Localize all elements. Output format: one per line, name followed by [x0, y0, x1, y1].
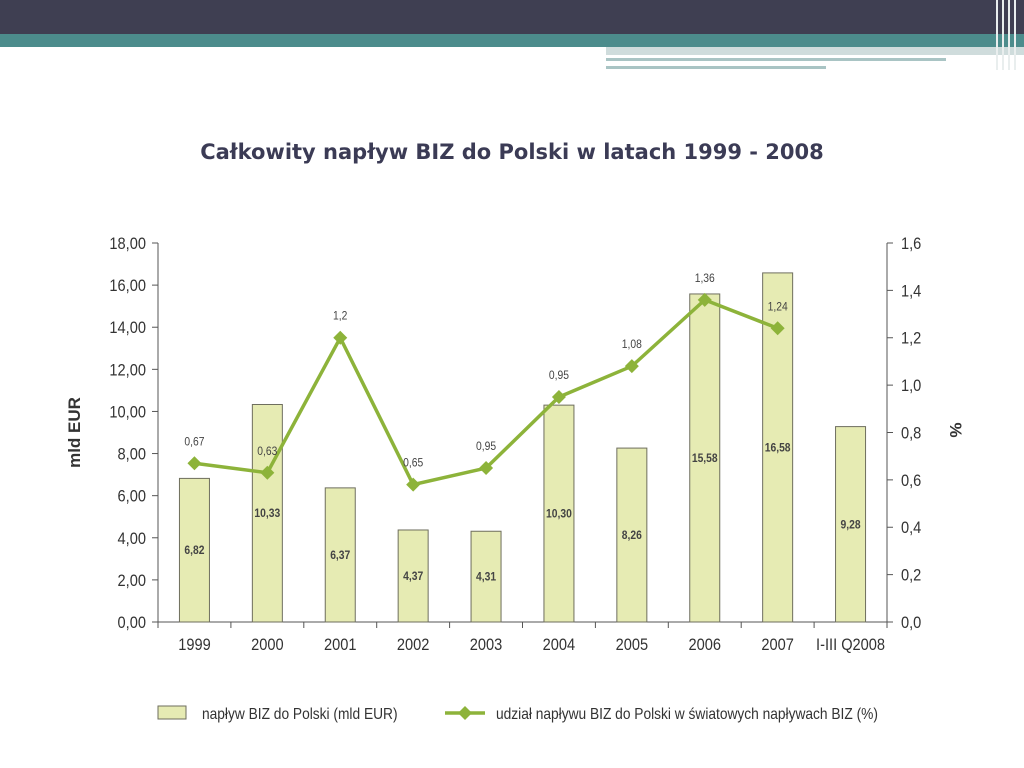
x-axis-tick-label: 2002 [397, 636, 430, 654]
bar-data-label: 6,82 [184, 545, 204, 558]
bar [397, 529, 429, 623]
line-data-label: 1,2 [333, 310, 347, 323]
line-data-label: 1,36 [695, 272, 715, 285]
bar-data-label: 6,37 [330, 549, 350, 562]
x-axis-tick-label: 2000 [251, 636, 284, 654]
x-axis-tick-label: 2005 [616, 636, 649, 654]
bar [178, 477, 210, 623]
slide-title: Całkowity napływ BIZ do Polski w latach … [200, 140, 824, 164]
left-axis-tick-label: 2,00 [118, 572, 147, 590]
left-axis-tick-label: 0,00 [118, 614, 147, 632]
bar [470, 530, 502, 623]
line-point [260, 465, 275, 480]
x-axis-tick-label: 2007 [761, 636, 794, 654]
line-data-label: 0,95 [476, 440, 496, 453]
left-axis-tick-label: 10,00 [109, 404, 146, 422]
right-axis-tick-label: 0,0 [901, 614, 921, 632]
left-axis-tick-label: 6,00 [118, 488, 147, 506]
line-data-label: 0,95 [549, 369, 569, 382]
y-axis-title-right: % [946, 422, 965, 437]
line-data-label: 0,67 [184, 436, 204, 449]
bar-data-label: 9,28 [841, 519, 861, 532]
bar [616, 447, 648, 623]
line-point [624, 359, 639, 374]
right-axis-tick-label: 0,2 [901, 567, 921, 585]
line-data-label: 1,08 [622, 339, 642, 352]
bar-data-label: 8,26 [622, 529, 642, 542]
x-axis-tick-label: 1999 [178, 636, 211, 654]
left-axis-tick-label: 14,00 [109, 319, 146, 337]
bar-data-label: 10,30 [546, 508, 572, 521]
line-data-label: 0,65 [403, 457, 423, 470]
right-axis-tick-label: 0,6 [901, 472, 921, 490]
legend-line-marker [458, 706, 472, 720]
bar [324, 487, 356, 623]
bar [689, 293, 721, 623]
line-data-label: 0,63 [257, 445, 277, 458]
bar-data-label: 10,33 [254, 508, 280, 521]
left-axis-tick-label: 4,00 [118, 530, 147, 548]
line-point [406, 477, 421, 492]
left-axis-tick-label: 12,00 [109, 361, 146, 379]
right-axis-tick-label: 0,8 [901, 425, 921, 443]
x-axis-tick-label: 2006 [688, 636, 721, 654]
line-point [333, 330, 348, 345]
header-teal-bar [0, 34, 1024, 47]
right-axis-tick-label: 1,2 [901, 330, 921, 348]
bar-data-label: 4,31 [476, 571, 496, 584]
header-accent-line [606, 58, 946, 61]
right-axis-tick-label: 1,4 [901, 282, 921, 300]
left-axis-tick-label: 8,00 [118, 446, 147, 464]
line-point [770, 321, 785, 336]
corner-stripes [992, 0, 1024, 70]
right-axis-tick-label: 1,6 [901, 235, 921, 253]
header-light-bar [606, 47, 1024, 55]
line-point [187, 456, 202, 471]
x-axis-tick-label: 2004 [543, 636, 576, 654]
legend-bar-label: napływ BIZ do Polski (mld EUR) [202, 705, 398, 723]
line-point [551, 389, 566, 404]
legend-line-label: udział napływu BIZ do Polski w światowyc… [496, 705, 878, 723]
x-axis-tick-label: I-III Q2008 [816, 636, 885, 654]
x-axis-tick-label: 2001 [324, 636, 357, 654]
bar-data-label: 15,58 [692, 452, 718, 465]
line-point [697, 292, 712, 307]
line-point [479, 461, 494, 476]
header-dark-bar [0, 0, 1024, 34]
line-data-label: 1,24 [768, 301, 788, 314]
left-axis-tick-label: 18,00 [109, 235, 146, 253]
y-axis-title: mld EUR [65, 397, 84, 468]
right-axis-tick-label: 1,0 [901, 377, 921, 395]
bar-data-label: 4,37 [403, 570, 423, 583]
bar [543, 404, 575, 623]
header-accent-line [606, 66, 826, 69]
legend-bar-swatch [157, 705, 187, 720]
right-axis-tick-label: 0,4 [901, 519, 921, 537]
left-axis-tick-label: 16,00 [109, 277, 146, 295]
bar-data-label: 16,58 [765, 442, 791, 455]
bar [251, 403, 283, 623]
x-axis-tick-label: 2003 [470, 636, 503, 654]
bar [835, 426, 867, 623]
